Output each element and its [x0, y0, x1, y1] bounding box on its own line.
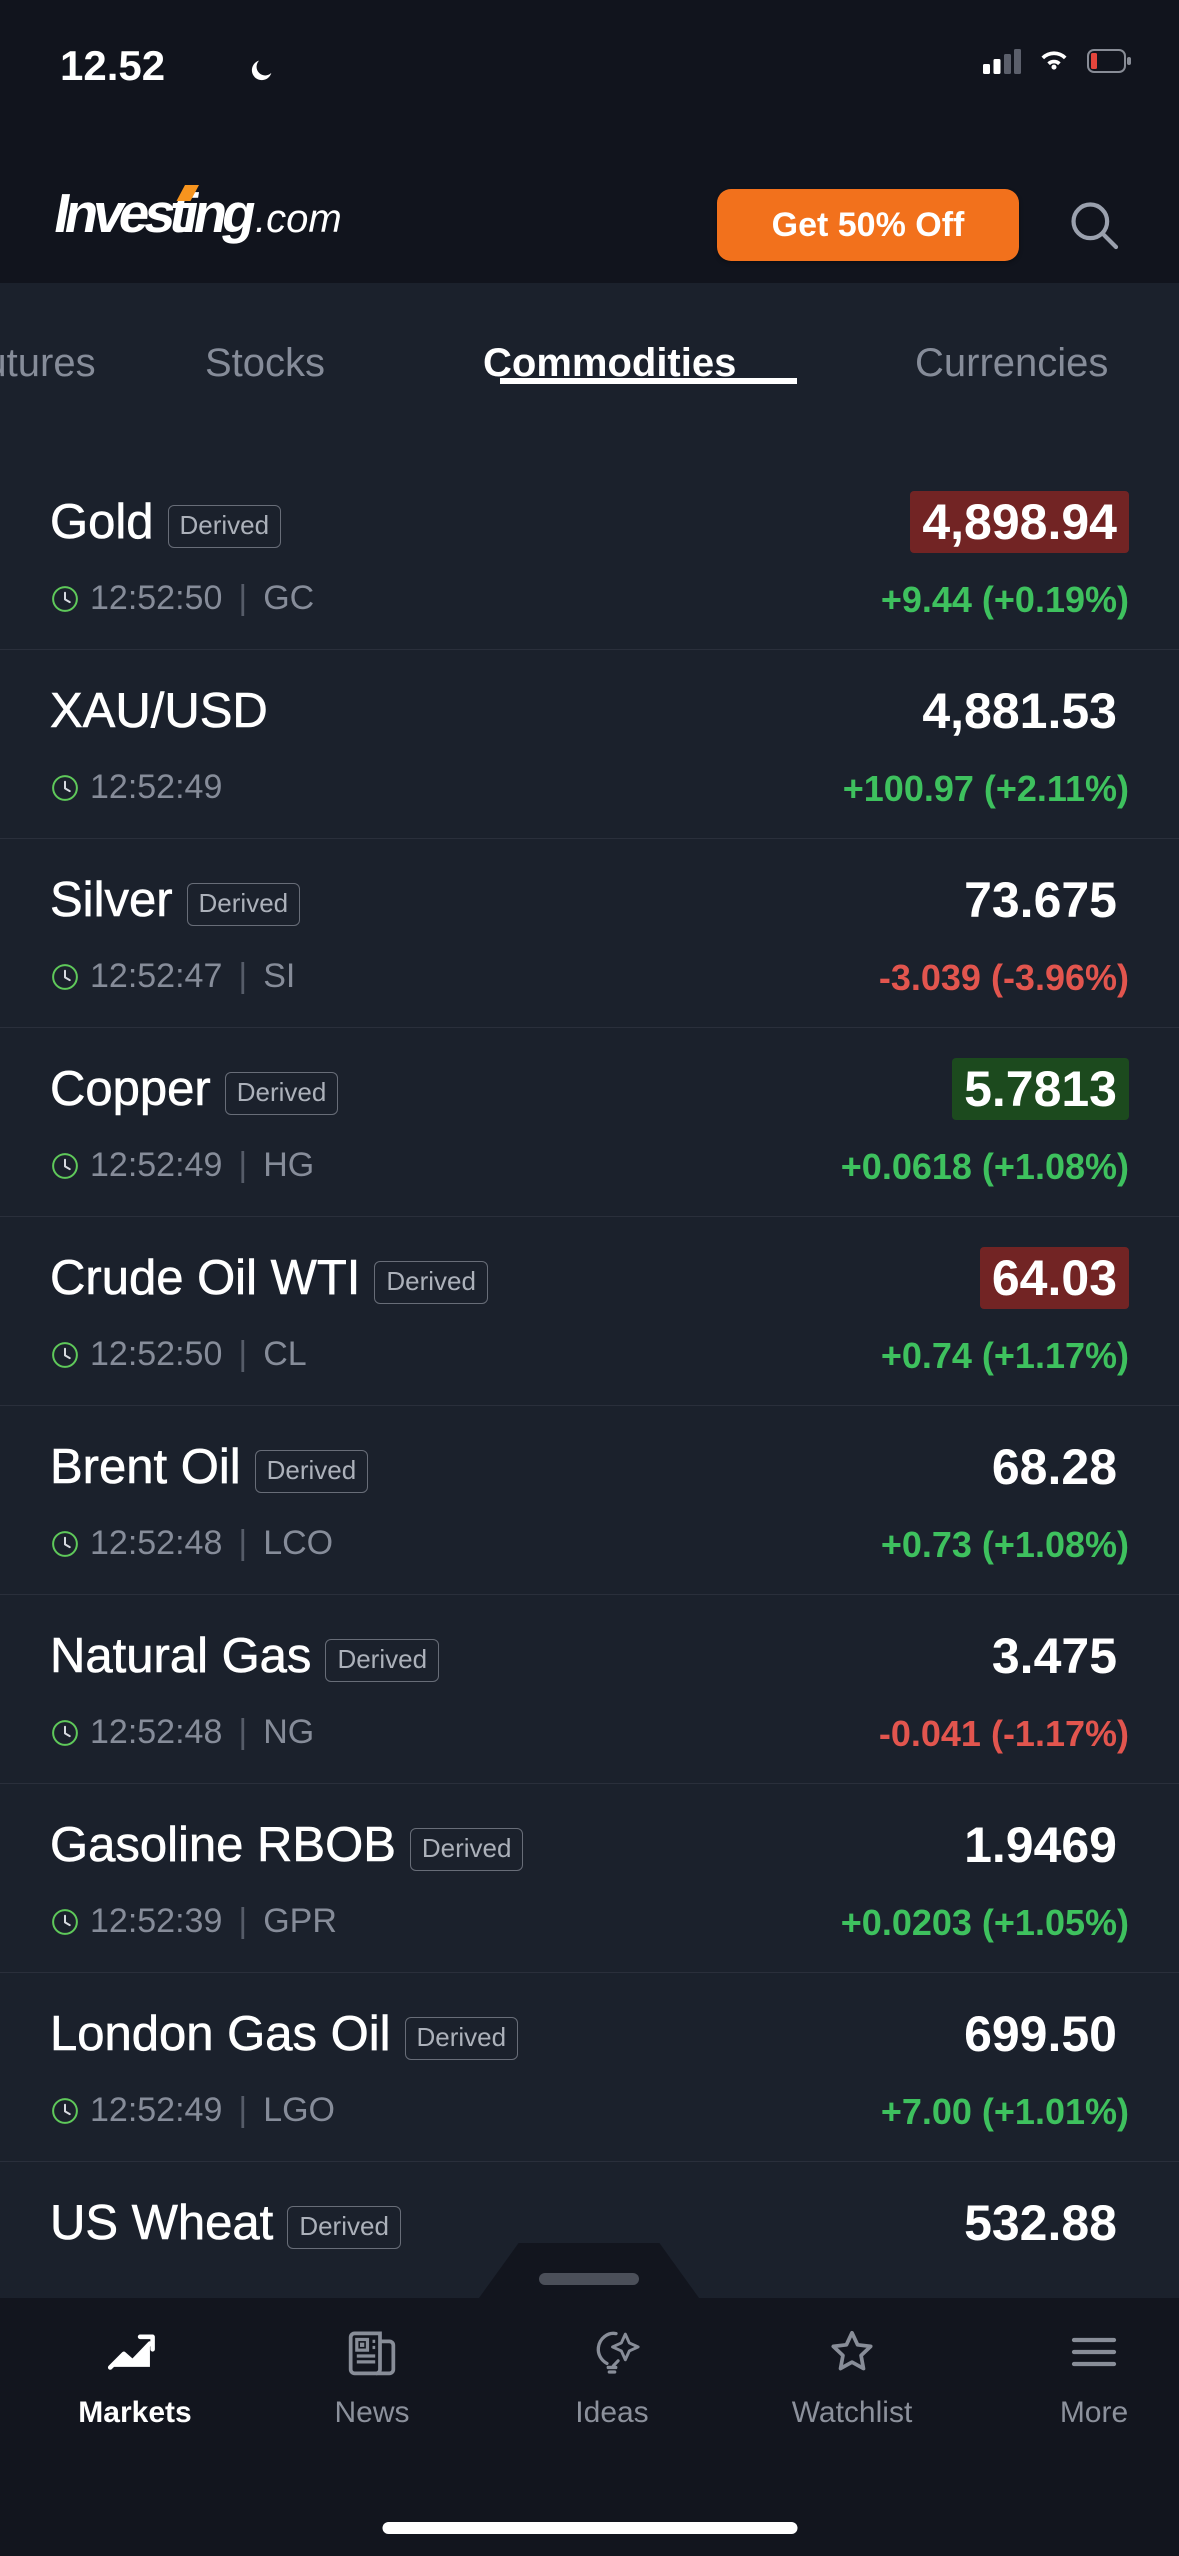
svg-text:Investing: Investing: [50, 185, 259, 244]
svg-text:.com: .com: [255, 197, 342, 241]
